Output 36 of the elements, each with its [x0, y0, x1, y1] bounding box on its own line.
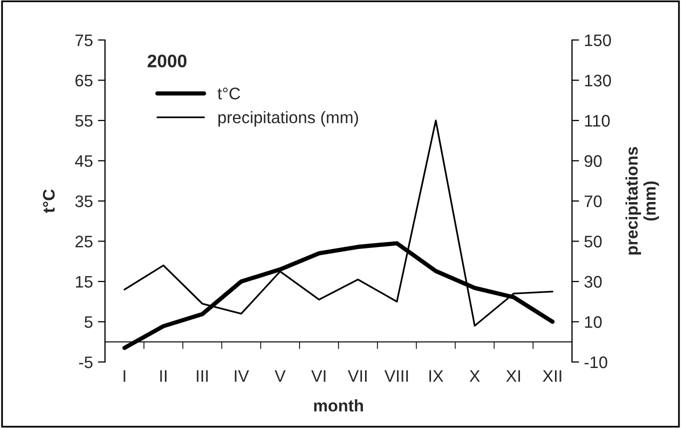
x-tick-label: II: [160, 370, 166, 382]
y2-tick-label: 130: [585, 74, 611, 86]
x-tick-label: VIII: [384, 370, 408, 382]
x-tick-label: X: [470, 370, 480, 382]
x-tick-label: VII: [348, 370, 367, 382]
y2-tick-label: 10: [585, 316, 602, 328]
text: 2000: [148, 54, 186, 68]
x-tick-label: III: [196, 370, 208, 382]
y-tick-label: 25: [75, 236, 92, 248]
y-tick-label: -5: [79, 356, 92, 368]
y2-tick-label: 70: [584, 195, 602, 208]
y-tick-label: 65: [76, 74, 92, 86]
y2-tick-label: 90: [584, 155, 602, 167]
x-tick-label: XI: [506, 370, 520, 382]
y-tick-label: 55: [75, 115, 92, 127]
x-tick-label: I: [124, 370, 126, 382]
x-tick-label: IV: [234, 370, 250, 382]
legend-label: precipitations (mm): [218, 111, 358, 127]
y2-axis-title: precipitations (mm): [626, 147, 659, 255]
y-axis-title: t°C: [42, 189, 55, 213]
y2-tick-label: 50: [584, 236, 602, 248]
y-tick-label: 45: [75, 155, 92, 167]
y-tick-label: 15: [76, 276, 92, 288]
y-tick-label: 75: [76, 34, 92, 46]
x-tick-label: XII: [542, 370, 562, 382]
x-axis-title: month: [314, 399, 363, 412]
y2-tick-label: 110: [585, 114, 610, 127]
x-tick-label: V: [274, 370, 286, 382]
y2-tick-label: -10: [584, 356, 608, 368]
y2-tick-label: 30: [584, 276, 602, 288]
legend-label: t°C: [218, 88, 240, 100]
x-tick-label: IX: [429, 370, 444, 382]
y-tick-label: 5: [84, 316, 92, 328]
y-tick-label: 35: [75, 195, 92, 208]
y2-tick-label: 150: [585, 34, 611, 46]
x-tick-label: VI: [311, 370, 326, 382]
